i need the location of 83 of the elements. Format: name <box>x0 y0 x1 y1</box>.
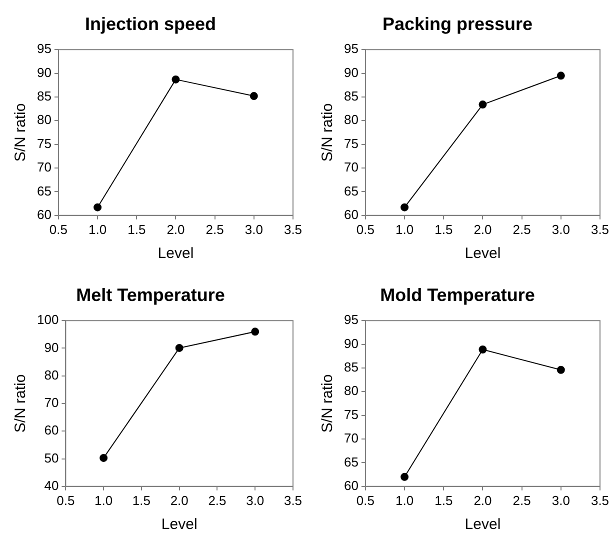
x-tick-label: 2.0 <box>474 492 492 508</box>
x-tick-label: 1.5 <box>434 492 453 508</box>
chart-title: Melt Temperature <box>76 284 225 305</box>
x-axis-title: Level <box>158 245 194 262</box>
x-tick-label: 1.0 <box>88 222 107 237</box>
x-tick-label: 2.0 <box>166 222 185 237</box>
y-tick-label: 65 <box>344 454 358 470</box>
y-tick-label: 100 <box>36 312 59 328</box>
x-tick-label: 2.5 <box>208 492 226 508</box>
y-tick-label: 80 <box>344 112 358 128</box>
y-tick-label: 95 <box>344 312 358 328</box>
x-tick-label: 0.5 <box>356 222 374 237</box>
y-tick-label: 80 <box>344 383 358 398</box>
x-tick-label: 1.0 <box>396 492 414 508</box>
point <box>251 328 260 336</box>
x-tick-label: 3.5 <box>284 222 302 237</box>
y-tick-label: 65 <box>36 183 52 198</box>
y-tick-label: 70 <box>44 395 59 410</box>
y-tick-label: 80 <box>44 367 59 382</box>
y-tick-label: 60 <box>344 206 358 222</box>
y-axis-title: S/N ratio <box>12 374 30 433</box>
chart-title: Packing pressure <box>382 14 533 34</box>
point <box>94 203 102 212</box>
point <box>478 345 487 354</box>
point <box>556 366 565 374</box>
x-tick-label: 2.0 <box>170 492 188 508</box>
y-tick-label: 90 <box>344 336 358 351</box>
x-tick-label: 0.5 <box>49 222 68 237</box>
x-tick-label: 1.5 <box>128 222 146 237</box>
point <box>400 472 409 481</box>
y-tick-label: 70 <box>344 160 358 175</box>
y-tick-label: 90 <box>344 64 358 80</box>
x-tick-label: 3.0 <box>552 492 570 508</box>
x-tick-label: 2.0 <box>474 222 492 237</box>
y-tick-label: 95 <box>36 41 52 56</box>
point <box>250 92 258 100</box>
y-axis-title: S/N ratio <box>319 103 336 162</box>
y-axis-title: S/N ratio <box>319 374 336 433</box>
point <box>478 100 487 109</box>
point <box>172 75 180 84</box>
y-axis-title: S/N ratio <box>12 103 30 162</box>
x-tick-label: 3.0 <box>244 222 263 237</box>
y-tick-label: 95 <box>344 41 358 56</box>
x-axis-title: Level <box>161 516 198 534</box>
y-tick-label: 85 <box>344 88 358 104</box>
x-tick-label: 2.5 <box>512 492 531 508</box>
x-tick-label: 1.0 <box>396 222 414 237</box>
y-tick-label: 60 <box>44 422 59 438</box>
y-tick-label: 40 <box>44 478 59 493</box>
x-tick-label: 1.5 <box>434 222 453 237</box>
y-tick-label: 70 <box>344 430 358 446</box>
x-tick-label: 3.0 <box>246 492 264 508</box>
x-tick-label: 1.5 <box>132 492 150 508</box>
x-tick-label: 0.5 <box>56 492 75 508</box>
x-tick-label: 3.5 <box>590 492 610 508</box>
y-tick-label: 75 <box>344 406 358 422</box>
y-tick-label: 50 <box>44 450 59 466</box>
x-axis-title: Level <box>464 245 501 262</box>
y-tick-label: 80 <box>36 112 52 128</box>
point <box>175 344 184 352</box>
point <box>400 203 409 212</box>
x-axis-title: Level <box>464 516 501 534</box>
x-tick-label: 2.5 <box>512 222 531 237</box>
point <box>100 454 108 462</box>
y-tick-label: 70 <box>36 160 52 175</box>
x-tick-label: 3.5 <box>590 222 610 237</box>
x-tick-label: 0.5 <box>356 492 374 508</box>
y-tick-label: 75 <box>36 136 52 151</box>
point <box>556 72 565 80</box>
x-tick-label: 3.0 <box>552 222 570 237</box>
y-tick-label: 90 <box>44 340 59 355</box>
x-tick-label: 1.0 <box>94 492 113 508</box>
y-tick-label: 60 <box>344 478 358 493</box>
y-tick-label: 75 <box>344 136 358 151</box>
y-tick-label: 60 <box>36 206 52 222</box>
y-tick-label: 85 <box>344 360 358 375</box>
x-tick-label: 3.5 <box>284 492 302 508</box>
chart-title: Injection speed <box>84 14 216 34</box>
x-tick-label: 2.5 <box>206 222 224 237</box>
y-tick-label: 85 <box>36 88 52 104</box>
chart-title: Mold Temperature <box>380 284 535 305</box>
y-tick-label: 65 <box>344 183 358 198</box>
y-tick-label: 90 <box>36 64 52 80</box>
